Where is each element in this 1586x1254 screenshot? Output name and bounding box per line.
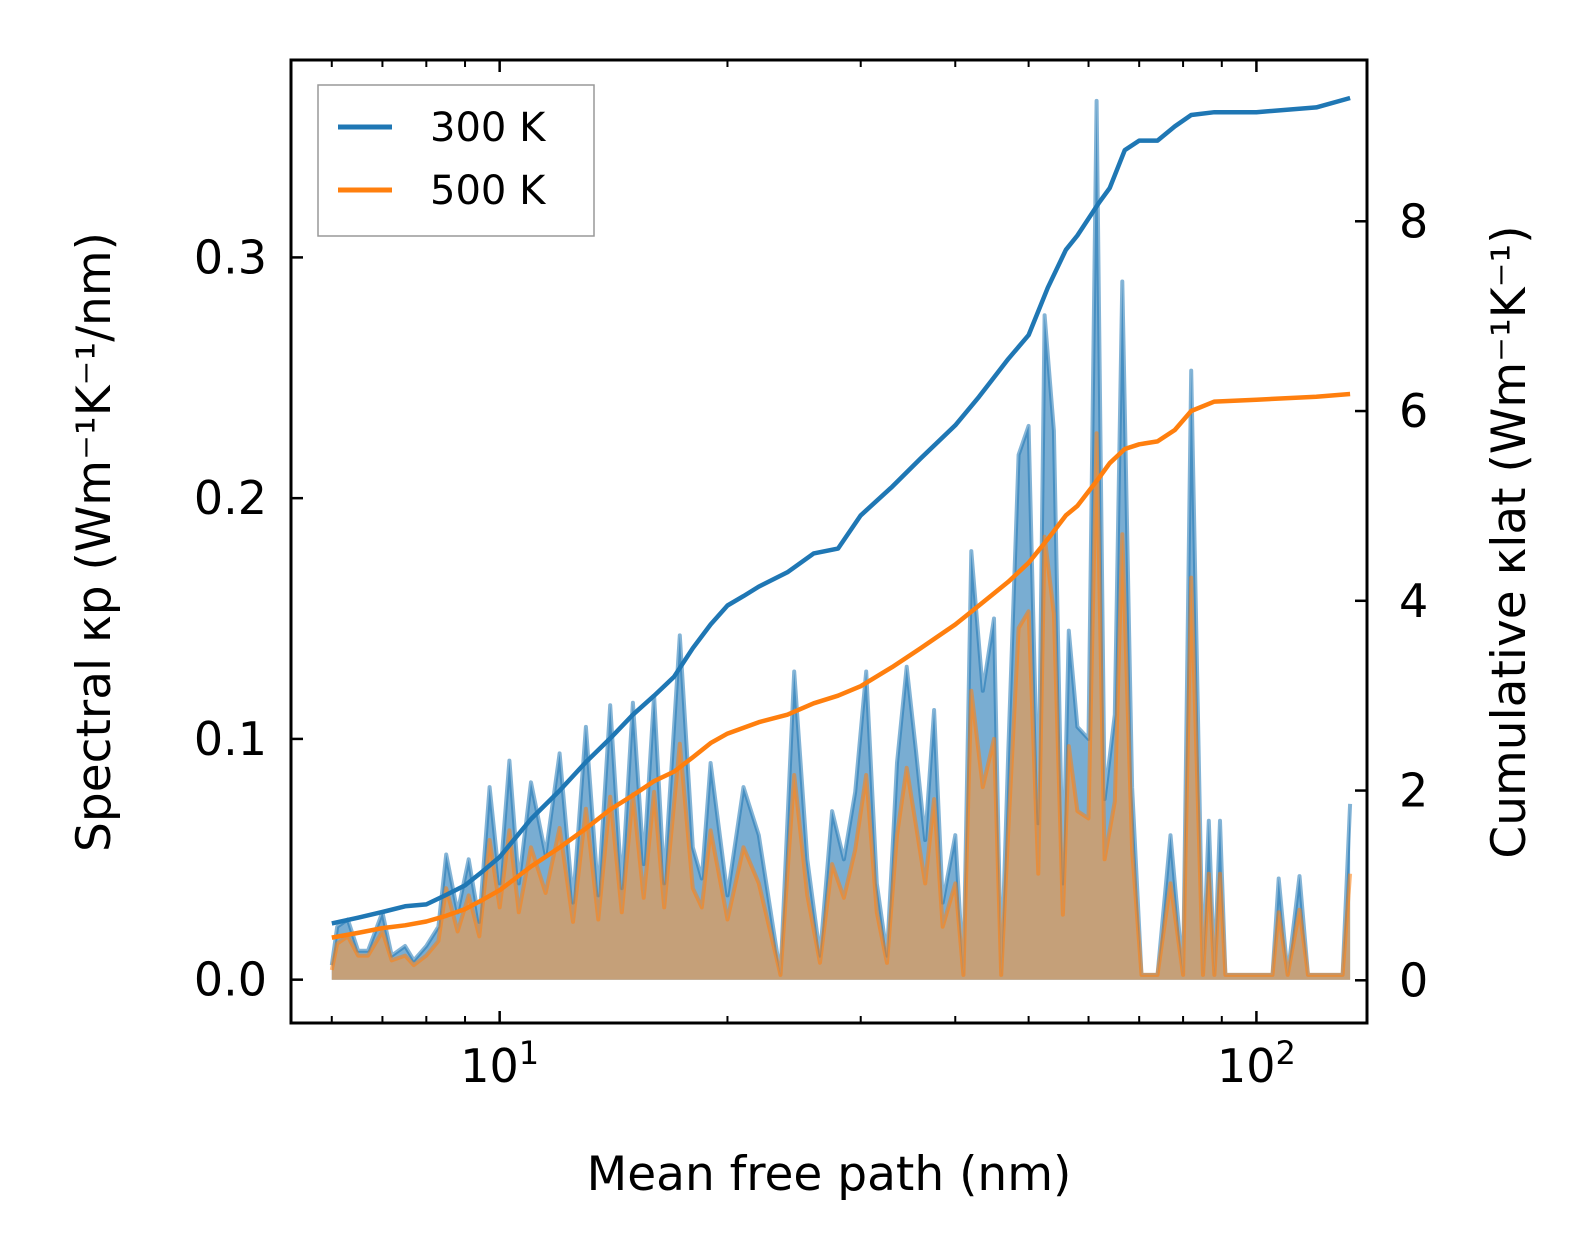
legend-label-500k: 500 K [430,168,547,214]
spectral-line-500k [329,431,1353,977]
y-right-tick-label: 0 [1399,953,1428,1007]
y-axis-title-left: Spectral κp (Wm⁻¹K⁻¹/nm) [67,232,122,852]
legend: 300 K 500 K [317,84,595,237]
x-axis-title: Mean free path (nm) [587,1147,1072,1202]
y-left-tick-label: 0.0 [194,953,267,1007]
cumulative-line-500k [331,391,1351,940]
y-axis-title-right: Cumulative κlat (Wm⁻¹K⁻¹) [1482,225,1537,858]
y-left-tick-label: 0.3 [194,230,267,284]
x-tick-label: 102 [1217,1034,1296,1093]
y-right-tick-label: 4 [1399,574,1428,628]
x-tick-label: 101 [460,1034,539,1093]
legend-label-300k: 300 K [430,105,547,151]
plot-area [329,95,1353,980]
y-right-tick-label: 8 [1399,194,1428,248]
plot-frame [289,58,1369,1025]
cumulative-line-300k [331,95,1351,926]
legend-box [317,84,595,237]
y-right-tick-label: 6 [1399,384,1428,438]
y-right-tick-label: 2 [1399,764,1428,818]
axis-ticks: 101 102 0.0 0.1 0.2 0.3 0 2 4 6 8 [194,60,1428,1093]
y-left-tick-label: 0.1 [194,712,267,766]
y-left-tick-label: 0.2 [194,471,267,525]
